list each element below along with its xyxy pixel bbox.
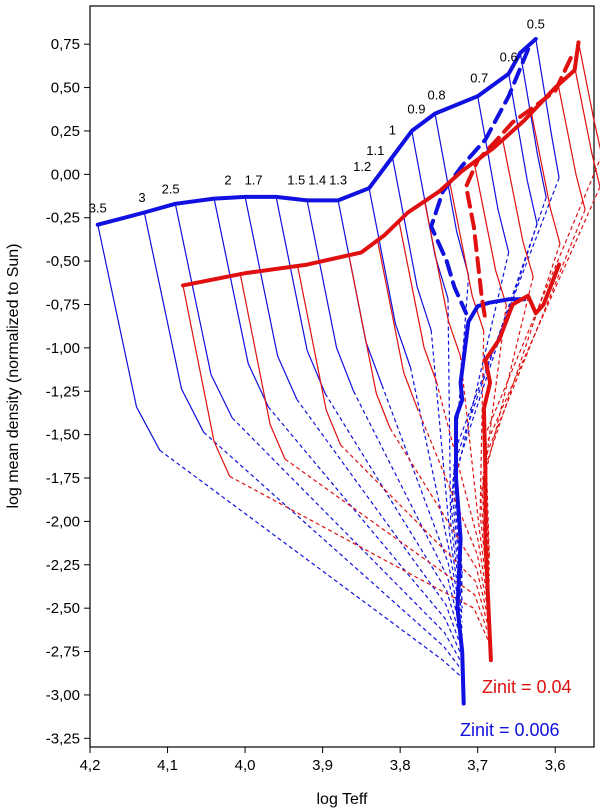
x-tick-label: 4,0 — [235, 757, 256, 774]
track-solid-low-z — [391, 156, 432, 331]
track-solid-high-z — [473, 162, 507, 306]
track-solid-high-z — [297, 265, 342, 446]
mass-label: 1 — [389, 122, 396, 137]
track-solid-high-z — [577, 42, 600, 150]
track-dashed-high-z — [480, 304, 507, 590]
z-label-low: Zinit = 0.006 — [460, 720, 560, 740]
y-axis: 0,75 0,50 0,25 0,00 -0,25 -0,50 -0,75 -1,00 -1,2… — [46, 36, 90, 747]
y-tick-label: -1,00 — [46, 340, 80, 357]
track-solid-low-z — [477, 96, 510, 253]
track-dashed-low-z — [203, 431, 463, 671]
y-tick-label: -3,00 — [46, 687, 80, 704]
mass-label: 2 — [224, 173, 231, 188]
track-dashed-low-z — [159, 449, 463, 679]
mass-label: 1.4 — [308, 173, 326, 188]
mass-label: 1.5 — [287, 173, 305, 188]
y-tick-label: 0,50 — [51, 80, 80, 97]
y-tick-label: -1,25 — [46, 383, 80, 400]
mass-label: 1.1 — [366, 143, 384, 158]
series-rgb-z0.04 — [481, 262, 562, 663]
x-tick-label: 4,1 — [157, 757, 178, 774]
y-tick-label: 0,00 — [51, 166, 80, 183]
x-axis: 4,2 4,1 4,0 3,9 3,8 3,7 3,6 — [80, 747, 566, 774]
track-dashed-low-z — [231, 417, 463, 664]
series-zams-z0.006 — [95, 37, 538, 227]
track-dashed-low-z — [296, 398, 463, 651]
mass-label: 2.5 — [162, 181, 180, 196]
track-solid-high-z — [239, 274, 286, 460]
track-solid-low-z — [244, 196, 298, 400]
y-tick-label: -1,75 — [46, 470, 80, 487]
track-solid-high-z — [502, 139, 534, 277]
track-dashed-high-z — [229, 475, 490, 644]
mass-label: 0.9 — [407, 102, 425, 117]
mass-label: 0.5 — [527, 17, 545, 32]
track-dashed-high-z — [389, 427, 490, 624]
track-solid-low-z — [306, 200, 355, 392]
track-solid-low-z — [508, 73, 538, 225]
track-solid-low-z — [434, 113, 470, 276]
y-tick-label: -2,75 — [46, 644, 80, 661]
mass-label: 0.7 — [470, 70, 488, 85]
mass-label: 1.7 — [245, 173, 263, 188]
z-label-high: Zinit = 0.04 — [482, 677, 572, 697]
mass-label: 3.5 — [89, 201, 107, 216]
track-dashed-low-z — [267, 406, 463, 658]
series-tams-z0.006 — [429, 47, 531, 316]
series-lines — [95, 37, 581, 706]
track-dashed-low-z — [324, 393, 463, 644]
track-dashed-high-z — [340, 444, 490, 630]
y-tick-label: -2,25 — [46, 557, 80, 574]
x-axis-label: log Teff — [316, 791, 368, 808]
mass-label: 1.2 — [353, 159, 371, 174]
y-tick-label: -0,25 — [46, 210, 80, 227]
track-solid-high-z — [398, 221, 438, 383]
mass-labels: 3.5 3 2.5 2 1.7 1.5 1.4 1.3 1.21.1 1 0.90.8 0.7 0.6 0… — [89, 17, 545, 216]
track-solid-low-z — [368, 188, 412, 368]
track-solid-low-z — [519, 52, 547, 198]
track-solid-high-z — [449, 181, 485, 332]
track-solid-high-z — [574, 67, 600, 188]
mass-label: 0.8 — [428, 88, 446, 103]
x-tick-label: 4,2 — [80, 757, 101, 774]
series-tams-z0.04 — [464, 56, 573, 323]
track-solid-low-z — [535, 38, 560, 178]
y-tick-label: 0,75 — [51, 36, 80, 53]
y-tick-label: -1,50 — [46, 427, 80, 444]
mass-label: 0.6 — [500, 50, 518, 65]
track-solid-high-z — [557, 84, 586, 210]
y-axis-label: log mean density (normalized to Sun) — [5, 243, 22, 508]
y-tick-label: -2,50 — [46, 600, 80, 617]
track-solid-high-z — [376, 240, 418, 408]
track-dashed-high-z — [459, 356, 490, 603]
mass-label: 3 — [138, 190, 145, 205]
x-tick-label: 3,8 — [390, 757, 411, 774]
series-rgb-z0.006 — [454, 297, 527, 706]
track-dashed-low-z — [452, 223, 538, 588]
track-solid-high-z — [182, 285, 231, 477]
track-solid-high-z — [424, 201, 461, 357]
x-tick-label: 3,7 — [467, 757, 488, 774]
track-solid-low-z — [275, 196, 326, 394]
track-dashed-low-z — [409, 367, 463, 623]
track-solid-low-z — [97, 224, 161, 451]
x-tick-label: 3,9 — [312, 757, 333, 774]
x-tick-label: 3,6 — [545, 757, 566, 774]
mass-label: 1.3 — [329, 173, 347, 188]
track-solid-low-z — [213, 198, 269, 408]
track-solid-high-z — [348, 255, 391, 429]
y-tick-label: -0,75 — [46, 296, 80, 313]
track-solid-low-z — [174, 203, 233, 419]
track-solid-high-z — [530, 112, 561, 244]
y-tick-label: -3,25 — [46, 730, 80, 747]
y-tick-label: 0,25 — [51, 123, 80, 140]
track-dashed-high-z — [483, 209, 586, 570]
y-tick-label: -0,50 — [46, 253, 80, 270]
track-dashed-high-z — [284, 458, 490, 637]
y-tick-label: -2,00 — [46, 513, 80, 530]
track-solid-low-z — [143, 212, 205, 433]
